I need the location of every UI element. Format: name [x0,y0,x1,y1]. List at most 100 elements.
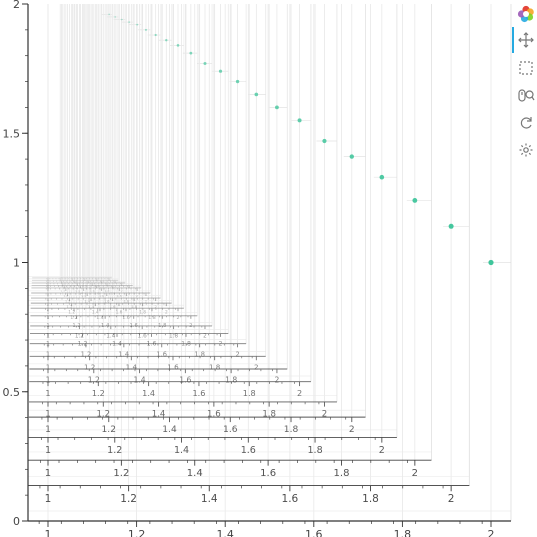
nested-frame [30,4,229,337]
data-point[interactable] [235,79,240,84]
data-point[interactable] [254,92,259,97]
x-tick-label: 1.2 [63,294,68,298]
x-tick-label: 1 [46,341,50,348]
x-tick-label: 1 [45,468,51,479]
point-layer[interactable] [108,13,494,266]
x-tick-label: 1.6 [179,376,191,385]
axis-layer [22,3,512,527]
nested-frame [30,4,198,319]
x-tick-label: 1 [47,291,49,295]
bokeh-logo-icon[interactable] [516,4,536,24]
x-tick-label: 1.6 [82,284,87,288]
x-tick-label: 2 [379,445,385,456]
x-tick-label: 1.8 [95,284,100,288]
nested-frame [28,4,470,492]
x-tick-label: 1 [46,376,51,385]
data-point[interactable] [121,18,123,21]
x-tick-label: 1.6 [130,323,138,329]
x-tick-label: 1.2 [68,309,75,315]
x-tick-label: 1.6 [138,334,147,340]
x-tick-label: 1.8 [181,341,191,348]
wheel-zoom-tool-icon[interactable] [516,86,536,106]
data-point[interactable] [322,138,327,144]
pan-tool-icon[interactable] [516,30,536,50]
data-point[interactable] [203,61,207,65]
x-tick-label: 1.4 [78,291,83,295]
data-point[interactable] [379,174,385,180]
x-tick-label: 1 [47,284,49,288]
data-point[interactable] [108,13,110,16]
x-tick-label: 1.4 [174,445,189,456]
nested-frame [29,4,247,348]
x-tick-label: 2 [128,291,130,295]
x-tick-label: 1.4 [112,341,122,348]
reset-tool-icon[interactable] [516,113,536,133]
x-tick-label: 1.4 [152,410,166,420]
x-tick-label: 1.8 [158,323,166,329]
nested-frame [28,4,432,466]
x-tick-label: 1 [45,410,50,420]
box-zoom-tool-icon[interactable] [516,58,536,78]
x-tick-label: 1.4 [126,362,138,371]
data-point[interactable] [136,23,139,26]
x-tick-label: 1.4 [106,334,115,340]
x-tick-label: 1 [45,493,52,505]
toolbar [512,0,537,537]
x-tick-label: 1.8 [307,445,322,456]
x-tick-label: 1.2 [72,323,80,329]
data-point[interactable] [114,16,116,18]
x-tick-label: 1.8 [262,410,276,420]
x-tick-label: 1.2 [113,468,129,479]
x-tick-label: 2 [297,388,302,398]
x-tick-label: 1.6 [305,528,323,537]
x-tick-label: 1.2 [128,528,146,537]
data-point[interactable] [165,38,168,42]
y-tick-label: 2 [13,0,20,11]
data-point[interactable] [349,154,354,159]
data-point[interactable] [144,28,147,31]
x-tick-label: 1.4 [88,304,95,309]
x-tick-label: 1 [46,350,50,358]
x-tick-label: 1.8 [362,493,379,505]
x-tick-label: 1.2 [67,304,74,309]
x-tick-label: 1.6 [110,304,117,309]
nested-frame [30,4,185,312]
x-tick-label: 1.4 [142,388,155,398]
x-tick-label: 1.4 [201,493,218,505]
x-tick-label: 1 [46,362,51,371]
data-point[interactable] [297,118,302,123]
x-tick-label: 2 [219,341,223,348]
y-tick-label: 1 [13,257,20,270]
x-tick-label: 1.2 [81,350,92,358]
x-tick-label: 1.2 [75,334,84,340]
x-tick-label: 1.6 [156,350,167,358]
x-tick-label: 2 [108,284,110,288]
x-tick-label: 1.4 [119,350,130,358]
nested-frame [29,4,267,361]
x-tick-label: 1.6 [241,445,256,456]
data-point[interactable] [448,223,454,229]
x-tick-label: 1.6 [147,341,157,348]
data-point[interactable] [275,105,279,110]
data-point[interactable] [412,198,418,203]
x-tick-label: 1.6 [90,289,95,293]
x-tick-label: 1.4 [72,286,77,290]
x-tick-label: 2 [488,528,495,537]
nested-frame [29,4,338,407]
x-tick-label: 1.4 [162,425,177,435]
x-tick-label: 1.8 [99,286,104,290]
x-tick-label: 1.8 [243,388,256,398]
data-point[interactable] [154,33,157,37]
y-tick-label: 1.5 [3,127,21,140]
data-point[interactable] [189,51,193,55]
data-point[interactable] [128,21,130,23]
x-tick-label: 1 [47,304,50,309]
data-point[interactable] [176,44,180,47]
data-point[interactable] [488,259,494,266]
nested-frame [31,4,161,302]
data-point[interactable] [218,69,223,73]
settings-icon[interactable] [516,140,536,160]
x-tick-label: 1.6 [122,315,130,321]
x-tick-label: 2 [349,425,355,435]
